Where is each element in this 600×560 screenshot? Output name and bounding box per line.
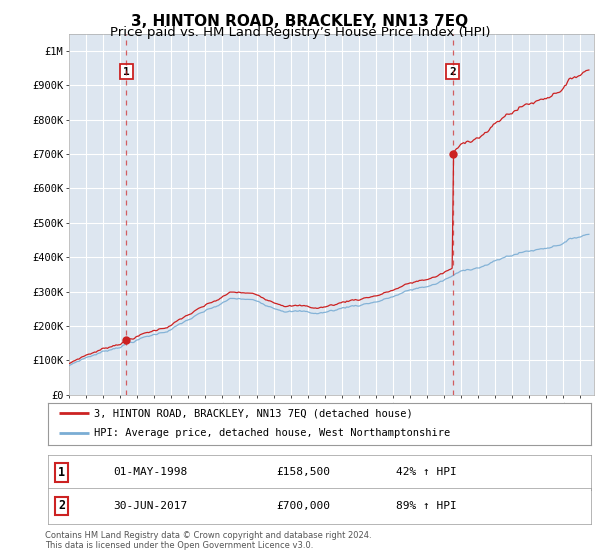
Text: 89% ↑ HPI: 89% ↑ HPI	[395, 501, 456, 511]
Text: Contains HM Land Registry data © Crown copyright and database right 2024.
This d: Contains HM Land Registry data © Crown c…	[45, 531, 371, 550]
Text: £700,000: £700,000	[276, 501, 330, 511]
Text: 2: 2	[449, 67, 456, 77]
Text: 1: 1	[58, 466, 65, 479]
Text: 2: 2	[58, 500, 65, 512]
Text: 01-MAY-1998: 01-MAY-1998	[113, 468, 187, 477]
Text: HPI: Average price, detached house, West Northamptonshire: HPI: Average price, detached house, West…	[94, 428, 451, 438]
Text: 1: 1	[123, 67, 130, 77]
Text: 3, HINTON ROAD, BRACKLEY, NN13 7EQ: 3, HINTON ROAD, BRACKLEY, NN13 7EQ	[131, 14, 469, 29]
Text: 42% ↑ HPI: 42% ↑ HPI	[395, 468, 456, 477]
Text: 3, HINTON ROAD, BRACKLEY, NN13 7EQ (detached house): 3, HINTON ROAD, BRACKLEY, NN13 7EQ (deta…	[94, 408, 413, 418]
Text: 30-JUN-2017: 30-JUN-2017	[113, 501, 187, 511]
Text: Price paid vs. HM Land Registry’s House Price Index (HPI): Price paid vs. HM Land Registry’s House …	[110, 26, 490, 39]
Text: £158,500: £158,500	[276, 468, 330, 477]
